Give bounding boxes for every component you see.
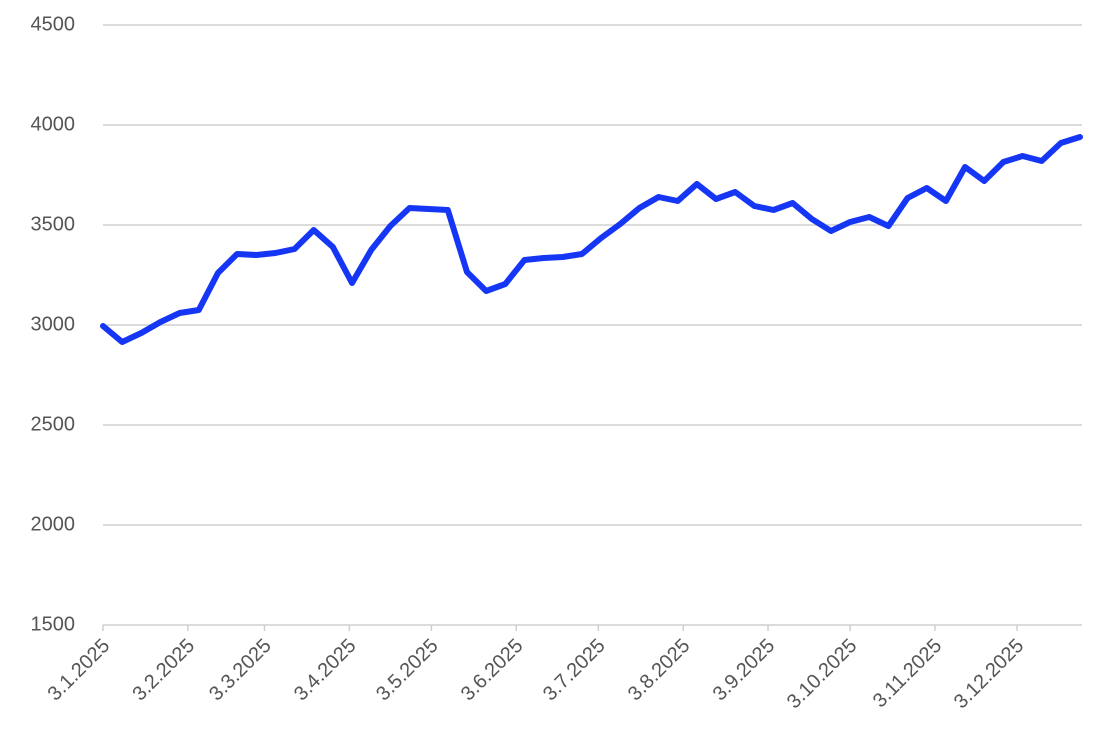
x-tick-label: 3.1.2025 <box>44 635 115 706</box>
y-tick-label: 1500 <box>31 613 76 635</box>
x-tick-label: 3.4.2025 <box>290 635 361 706</box>
y-tick-label: 2500 <box>31 413 76 435</box>
x-tick-label: 3.11.2025 <box>869 635 946 712</box>
y-tick-label: 2000 <box>31 513 76 535</box>
x-tick-label: 3.3.2025 <box>205 635 276 706</box>
x-tick-label: 3.7.2025 <box>539 635 610 706</box>
x-tick-label: 3.9.2025 <box>709 635 780 706</box>
y-tick-label: 4000 <box>31 113 76 135</box>
y-tick-label: 3500 <box>31 213 76 235</box>
x-tick-label: 3.6.2025 <box>457 635 528 706</box>
y-tick-label: 3000 <box>31 313 76 335</box>
x-tick-label: 3.5.2025 <box>372 635 443 706</box>
x-tick-label: 3.12.2025 <box>950 635 1028 713</box>
y-tick-label: 4500 <box>31 13 76 35</box>
x-tick-label: 3.10.2025 <box>783 635 861 713</box>
x-tick-label: 3.2.2025 <box>128 635 199 706</box>
x-tick-label: 3.8.2025 <box>624 635 695 706</box>
line <box>100 134 1083 345</box>
